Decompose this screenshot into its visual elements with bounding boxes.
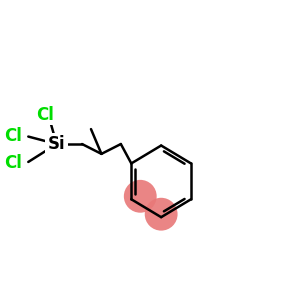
Text: Cl: Cl (4, 154, 22, 172)
Text: Cl: Cl (36, 106, 54, 124)
Circle shape (124, 180, 157, 213)
Text: Si: Si (48, 135, 65, 153)
Circle shape (145, 198, 178, 231)
Text: Cl: Cl (4, 127, 22, 145)
